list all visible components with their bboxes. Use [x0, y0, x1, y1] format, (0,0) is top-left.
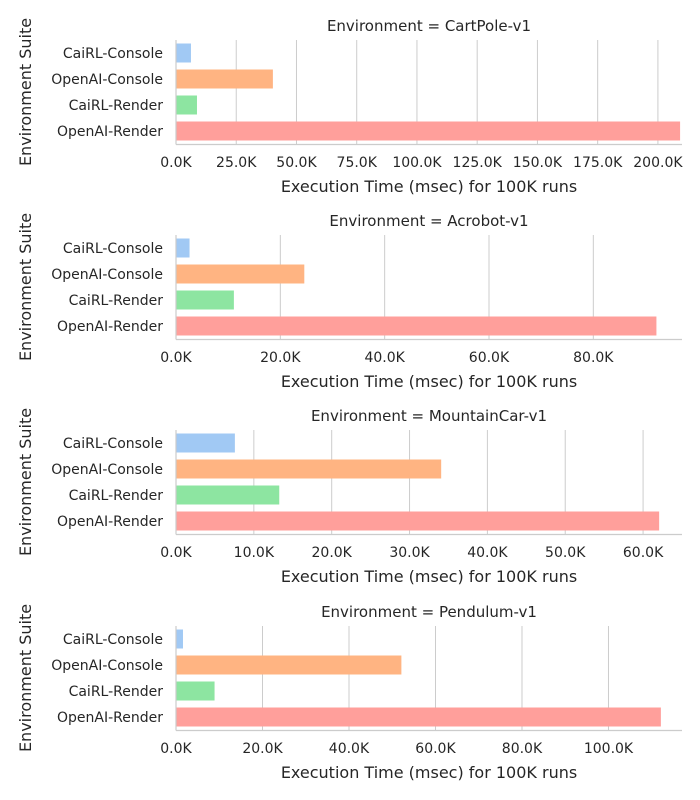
x-tick-label: 60.0K [415, 741, 456, 757]
x-tick-label: 30.0K [389, 545, 430, 561]
bar-cairl-render [176, 681, 215, 701]
bar-openai-render [176, 121, 681, 141]
category-label: CaiRL-Render [69, 98, 164, 114]
bar-cairl-console [176, 433, 235, 453]
category-label: OpenAI-Console [51, 658, 163, 674]
x-tick-label: 100.0K [584, 741, 634, 757]
x-tick-label: 0.0K [160, 350, 192, 366]
bar-openai-console [176, 69, 273, 89]
category-label: OpenAI-Render [57, 710, 163, 726]
x-tick-label: 40.0K [467, 545, 508, 561]
panel-title: Environment = MountainCar-v1 [311, 407, 547, 425]
category-label: CaiRL-Console [63, 241, 163, 257]
x-tick-label: 175.0K [573, 155, 623, 171]
category-label: OpenAI-Render [57, 514, 163, 530]
x-tick-label: 50.0K [545, 545, 586, 561]
category-label: CaiRL-Render [69, 684, 164, 700]
x-tick-label: 60.0K [469, 350, 510, 366]
category-label: CaiRL-Render [69, 293, 164, 309]
x-axis-label: Execution Time (msec) for 100K runs [281, 372, 577, 391]
x-tick-label: 150.0K [513, 155, 563, 171]
category-label: OpenAI-Console [51, 72, 163, 88]
x-axis-label: Execution Time (msec) for 100K runs [281, 763, 577, 782]
x-tick-label: 0.0K [160, 741, 192, 757]
category-label: OpenAI-Console [51, 267, 163, 283]
bar-openai-console [176, 264, 305, 284]
category-label: CaiRL-Console [63, 632, 163, 648]
category-label: CaiRL-Console [63, 46, 163, 62]
x-tick-label: 100.0K [392, 155, 442, 171]
x-tick-label: 0.0K [160, 155, 192, 171]
x-tick-label: 75.0K [337, 155, 378, 171]
bar-cairl-console [176, 238, 190, 258]
category-label: CaiRL-Console [63, 436, 163, 452]
bar-cairl-console [176, 43, 191, 63]
category-label: OpenAI-Render [57, 124, 163, 140]
panel-title: Environment = Acrobot-v1 [329, 212, 528, 230]
bar-cairl-render [176, 95, 197, 115]
x-tick-label: 40.0K [329, 741, 370, 757]
panel-title: Environment = Pendulum-v1 [321, 603, 537, 621]
y-axis-label: Environment Suite [16, 604, 35, 752]
bar-cairl-render [176, 485, 280, 505]
x-axis-label: Execution Time (msec) for 100K runs [281, 567, 577, 586]
x-tick-label: 60.0K [623, 545, 664, 561]
x-tick-label: 200.0K [633, 155, 683, 171]
x-tick-label: 0.0K [160, 545, 192, 561]
x-tick-label: 20.0K [260, 350, 301, 366]
panel-title: Environment = CartPole-v1 [327, 17, 531, 35]
category-label: OpenAI-Render [57, 319, 163, 335]
x-tick-label: 20.0K [242, 741, 283, 757]
x-tick-label: 50.0K [276, 155, 317, 171]
bar-openai-console [176, 459, 442, 479]
x-axis-label: Execution Time (msec) for 100K runs [281, 177, 577, 196]
x-tick-label: 80.0K [573, 350, 614, 366]
bar-cairl-console [176, 629, 183, 649]
category-label: CaiRL-Render [69, 488, 164, 504]
x-tick-label: 40.0K [364, 350, 405, 366]
bar-openai-console [176, 655, 402, 675]
x-tick-label: 80.0K [502, 741, 543, 757]
bar-openai-render [176, 316, 657, 336]
x-tick-label: 20.0K [312, 545, 353, 561]
bar-openai-render [176, 707, 661, 727]
x-tick-label: 25.0K [216, 155, 257, 171]
bar-cairl-render [176, 290, 234, 310]
bar-openai-render [176, 511, 660, 531]
y-axis-label: Environment Suite [16, 408, 35, 556]
y-axis-label: Environment Suite [16, 18, 35, 166]
x-tick-label: 125.0K [453, 155, 503, 171]
y-axis-label: Environment Suite [16, 213, 35, 361]
category-label: OpenAI-Console [51, 462, 163, 478]
x-tick-label: 10.0K [234, 545, 275, 561]
